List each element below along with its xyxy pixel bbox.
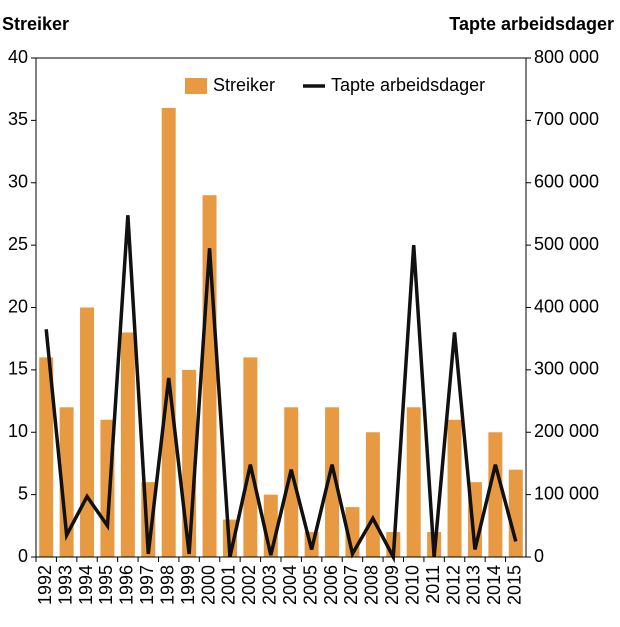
- x-tick-label: 2008: [362, 565, 382, 605]
- bar: [59, 407, 74, 557]
- y2-tick-label: 600 000: [534, 172, 599, 192]
- x-tick-label: 2010: [402, 565, 422, 605]
- bar: [39, 357, 54, 557]
- x-tick-label: 2013: [464, 565, 484, 605]
- x-tick-label: 2005: [300, 565, 320, 605]
- x-tick-label: 2001: [219, 565, 239, 605]
- x-tick-label: 2004: [280, 565, 300, 605]
- y2-tick-label: 500 000: [534, 234, 599, 254]
- bar: [447, 419, 462, 557]
- bar: [243, 357, 258, 557]
- bar: [508, 469, 523, 557]
- bar: [365, 432, 380, 557]
- bar: [80, 307, 95, 557]
- x-tick-label: 1996: [117, 565, 137, 605]
- x-tick-label: 1992: [35, 565, 55, 605]
- x-tick-label: 2000: [198, 565, 218, 605]
- legend-label: Streiker: [213, 75, 275, 95]
- y2-tick-label: 300 000: [534, 359, 599, 379]
- x-tick-label: 2011: [423, 565, 443, 604]
- y-tick-label: 30: [8, 172, 28, 192]
- legend-swatch: [185, 78, 207, 94]
- y-tick-label: 20: [8, 296, 28, 316]
- x-tick-label: 1993: [55, 565, 75, 605]
- x-tick-label: 2006: [321, 565, 341, 605]
- y2-tick-label: 700 000: [534, 109, 599, 129]
- y2-tick-label: 0: [534, 546, 544, 566]
- bar: [325, 407, 340, 557]
- x-tick-label: 1994: [76, 565, 96, 605]
- x-tick-label: 1997: [137, 565, 157, 605]
- y2-axis-title: Tapte arbeidsdager: [449, 14, 614, 34]
- y-tick-label: 40: [8, 47, 28, 67]
- x-tick-label: 2009: [382, 565, 402, 605]
- bar: [161, 107, 176, 558]
- y-tick-label: 5: [18, 483, 28, 503]
- y2-tick-label: 200 000: [534, 421, 599, 441]
- line: [44, 215, 518, 564]
- y-tick-label: 25: [8, 234, 28, 254]
- y-axis-title: Streiker: [2, 14, 69, 34]
- bar: [488, 432, 503, 557]
- bar: [120, 332, 135, 557]
- y-tick-label: 15: [8, 359, 28, 379]
- legend-label: Tapte arbeidsdager: [331, 75, 485, 95]
- y-tick-label: 0: [18, 546, 28, 566]
- y-tick-label: 10: [8, 421, 28, 441]
- x-tick-label: 2007: [341, 565, 361, 605]
- x-tick-label: 2012: [443, 565, 463, 605]
- y2-tick-label: 100 000: [534, 483, 599, 503]
- bar: [284, 407, 299, 557]
- x-tick-label: 2002: [239, 565, 259, 605]
- x-tick-label: 2003: [260, 565, 280, 605]
- x-tick-label: 1999: [178, 565, 198, 605]
- x-tick-label: 2014: [484, 565, 504, 605]
- y2-tick-label: 400 000: [534, 296, 599, 316]
- y-tick-label: 35: [8, 109, 28, 129]
- y2-tick-label: 800 000: [534, 47, 599, 67]
- x-tick-label: 2015: [505, 565, 525, 605]
- bar: [406, 407, 421, 557]
- x-tick-label: 1998: [157, 565, 177, 605]
- x-tick-label: 1995: [96, 565, 116, 605]
